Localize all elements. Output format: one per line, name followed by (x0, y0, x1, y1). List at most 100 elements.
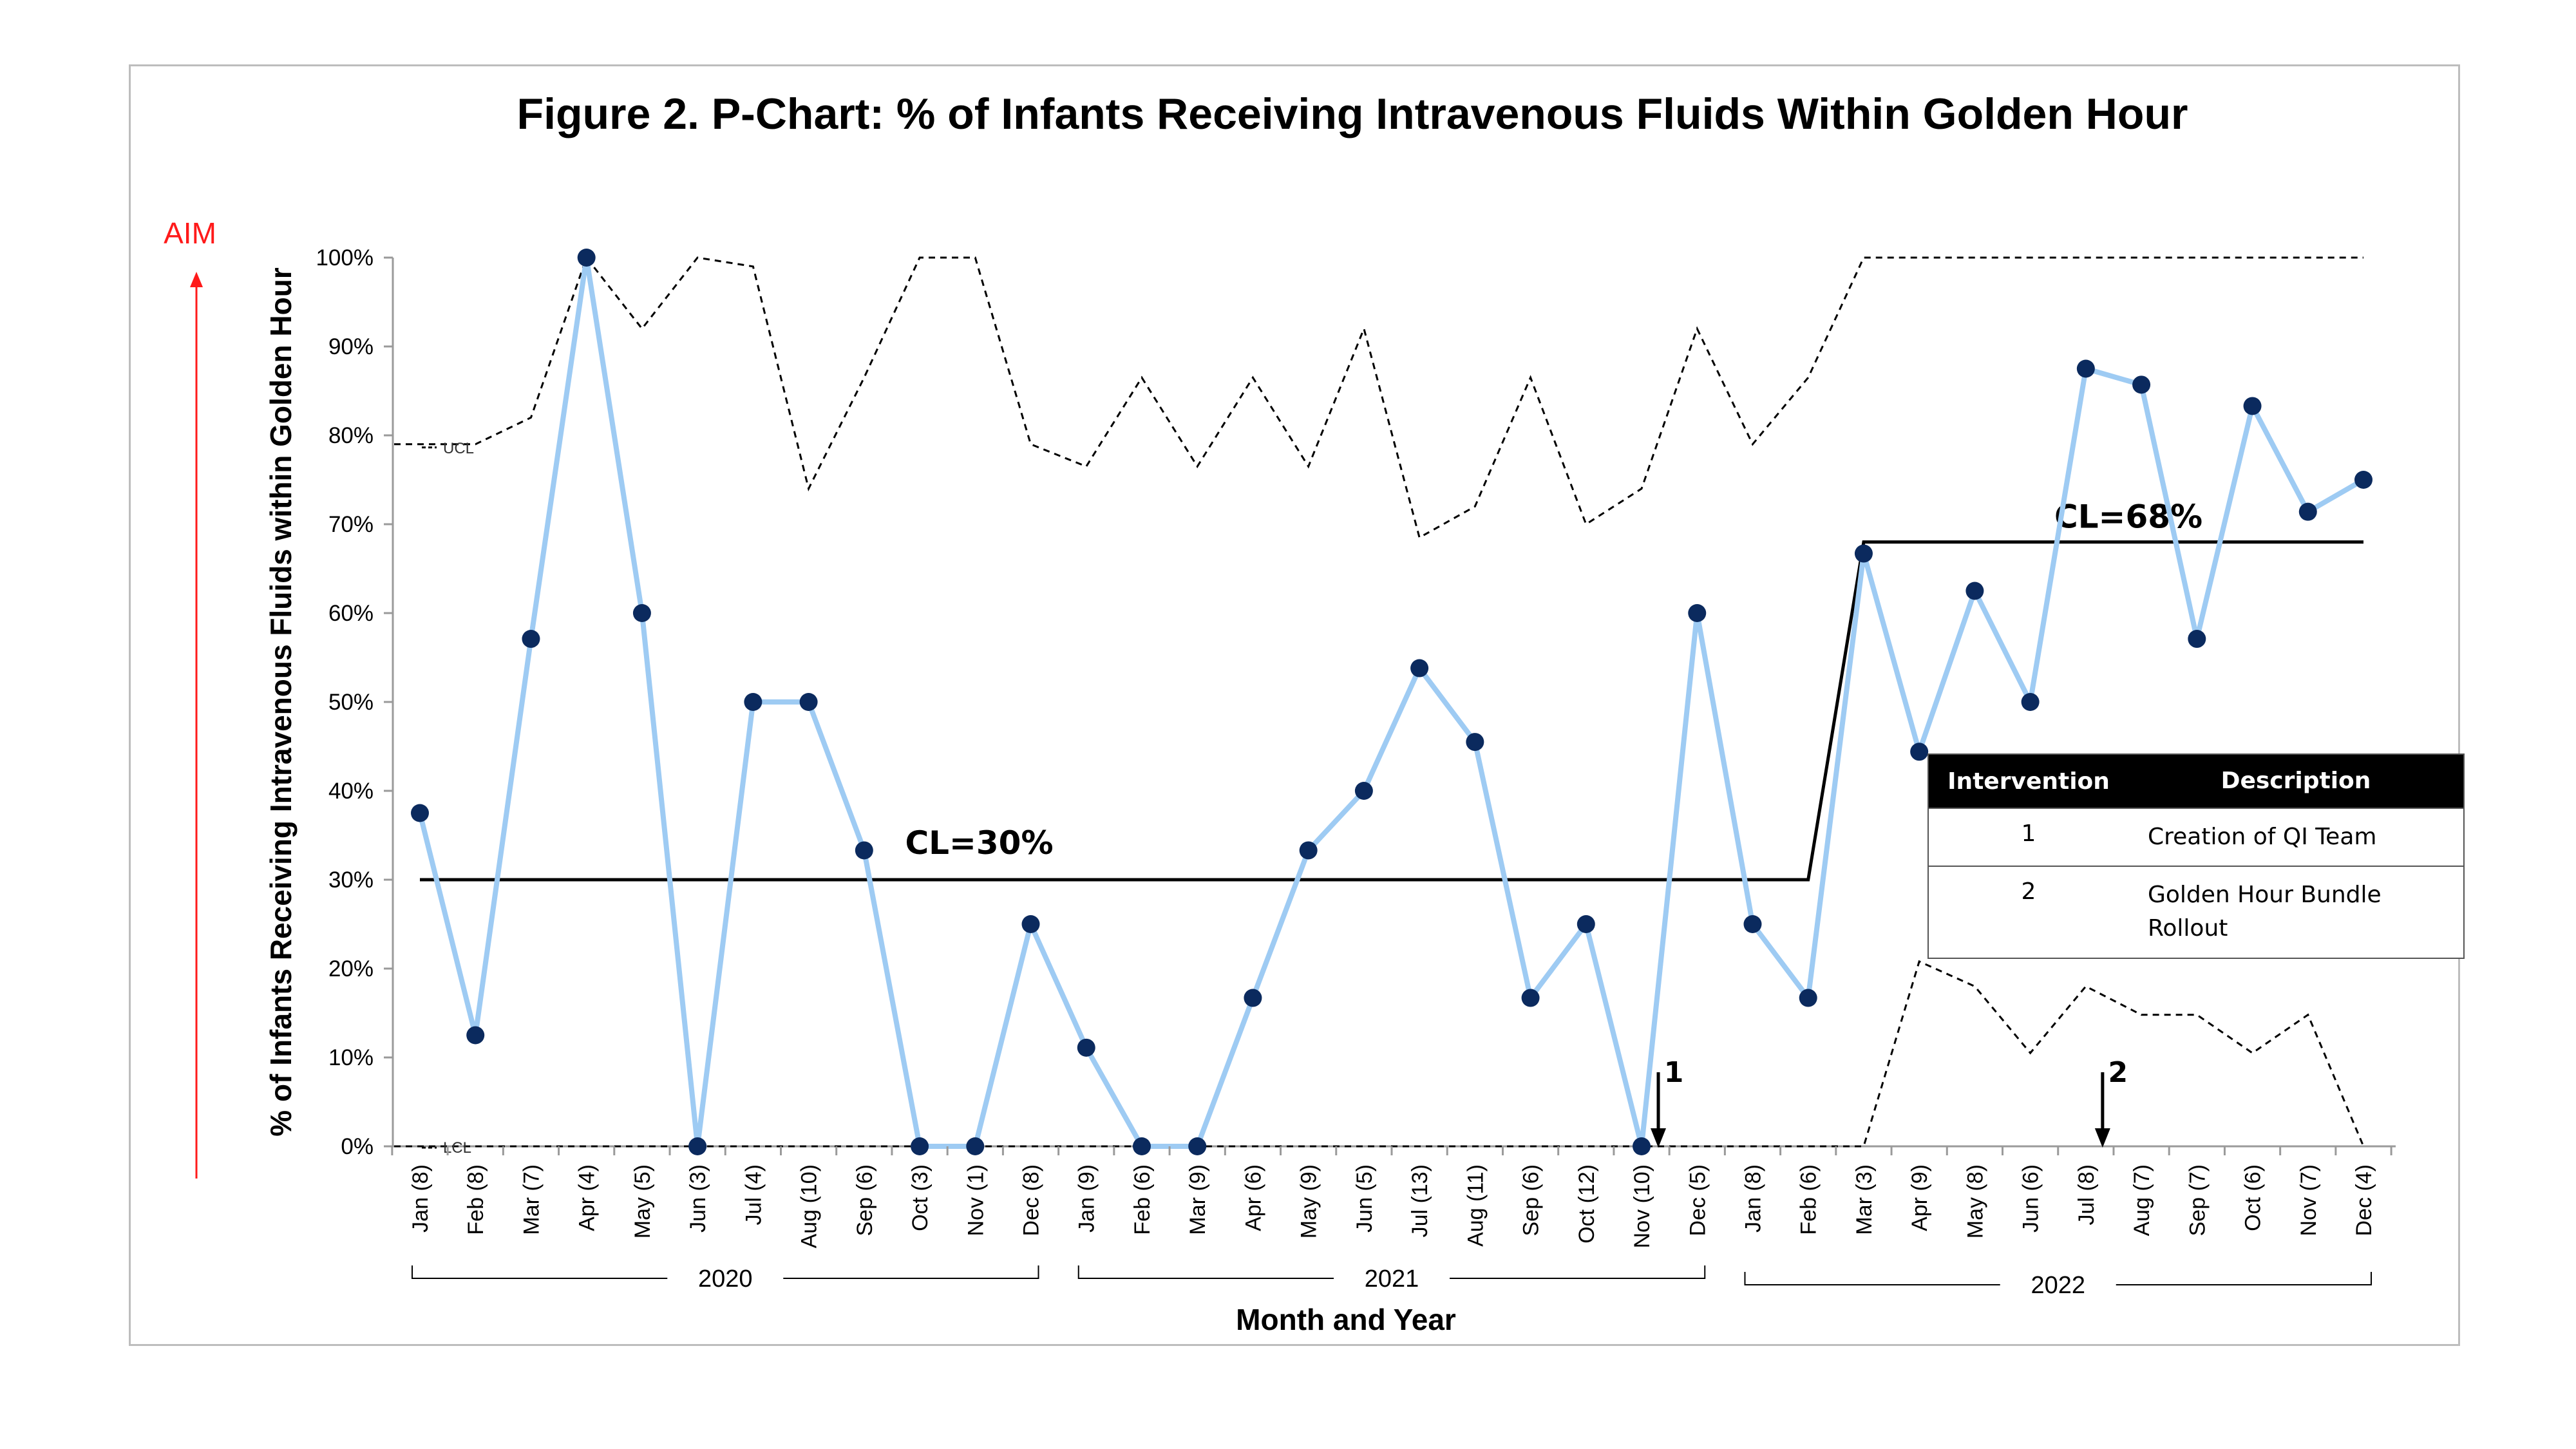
y-axis-label: % of Infants Receiving Intravenous Fluid… (264, 267, 298, 1137)
data-point (2076, 359, 2095, 378)
center-lines: CL=30% CL=68% (420, 498, 2363, 882)
data-point (1521, 989, 1540, 1007)
data-point (799, 693, 818, 711)
x-tick-label: Sep (6) (1519, 1164, 1544, 1236)
data-point (1577, 915, 1595, 933)
x-tick-label: Oct (6) (2241, 1164, 2266, 1231)
legend-header-description: Description (2221, 767, 2371, 794)
x-axis-ticks: Jan (8) Feb (8) Mar (7) Apr (4) May (5) Jun (… (391, 1146, 2392, 1248)
year-label: 2020 (698, 1265, 753, 1293)
x-tick-label: Feb (6) (1130, 1164, 1155, 1235)
data-point (1188, 1137, 1207, 1155)
data-point (1132, 1137, 1151, 1155)
data-point (2354, 471, 2372, 489)
x-tick-label: Sep (7) (2185, 1164, 2210, 1236)
data-point (2188, 630, 2206, 649)
year-groups: 2020 2021 2022 (412, 1265, 2372, 1299)
data-point (966, 1137, 985, 1155)
y-tick-label: 20% (328, 956, 374, 981)
y-tick-label: 70% (328, 512, 374, 537)
legend-header-intervention: Intervention (1947, 768, 2110, 795)
data-point (522, 630, 540, 649)
year-bracket-right (783, 1265, 1039, 1279)
chart-title: Figure 2. P-Chart: % of Infants Receivin… (517, 90, 2188, 138)
data-point (1410, 659, 1429, 677)
x-tick-label: Nov (7) (2297, 1164, 2321, 1236)
x-tick-label: Mar (7) (519, 1164, 544, 1235)
aim-indicator: AIM (164, 216, 216, 1179)
y-tick-label: 40% (328, 779, 374, 804)
data-point (1965, 582, 1984, 600)
x-tick-label: Jun (5) (1352, 1164, 1377, 1233)
x-tick-label: Apr (6) (1241, 1164, 1265, 1231)
y-tick-label: 80% (328, 423, 374, 448)
data-point (1077, 1038, 1095, 1057)
chart-frame (129, 64, 2460, 1346)
x-tick-label: Nov (10) (1630, 1164, 1654, 1248)
y-tick-label: 10% (328, 1045, 374, 1070)
data-point (466, 1026, 485, 1045)
x-axis-label: Month and Year (1236, 1303, 1456, 1336)
x-tick-label: Jul (13) (1408, 1164, 1432, 1237)
x-tick-label: Jul (4) (741, 1164, 766, 1225)
y-tick-label: 0% (341, 1134, 374, 1159)
x-tick-label: Oct (3) (908, 1164, 933, 1231)
percent-series (411, 249, 2372, 1155)
data-point (632, 604, 651, 622)
x-tick-label: Oct (12) (1575, 1164, 1599, 1244)
x-tick-label: May (9) (1297, 1164, 1321, 1238)
y-tick-label: 30% (328, 867, 374, 893)
y-tick-label: 90% (328, 334, 374, 359)
data-point (1354, 782, 1373, 800)
x-tick-label: Apr (4) (575, 1164, 600, 1231)
center-line-label: CL=68% (2054, 498, 2202, 536)
legend-row: 1 Creation of QI Team (1929, 808, 2463, 866)
x-tick-label: Feb (8) (464, 1164, 488, 1235)
year-label: 2022 (2031, 1272, 2085, 1299)
x-tick-label: Jun (3) (686, 1164, 710, 1233)
intervention-number: 1 (1664, 1056, 1684, 1089)
y-axis-ticks: 0% 10% 20% 30% 40% 50% 60% 70% 80% 90% 100% (316, 245, 393, 1159)
y-tick-label: 100% (316, 245, 374, 270)
data-point (1299, 841, 1318, 860)
x-tick-label: Jun (6) (2019, 1164, 2043, 1233)
data-point (1743, 915, 1762, 933)
year-bracket-left (1744, 1272, 2000, 1285)
data-point (1910, 743, 1929, 761)
year-bracket-left (1077, 1265, 1334, 1279)
data-point (1244, 989, 1262, 1007)
x-tick-label: May (5) (630, 1164, 655, 1238)
legend-row-description: Golden Hour Bundle Rollout (2148, 882, 2382, 942)
data-point (2243, 397, 2262, 415)
ucl-label: UCL (443, 440, 474, 457)
intervention-number: 2 (2108, 1056, 2128, 1089)
legend-header: Intervention Description (1929, 755, 2463, 808)
data-point (1854, 544, 1873, 563)
intervention-legend: Intervention Description 1 Creation of Q… (1927, 753, 2465, 959)
ucl-line (394, 255, 2363, 539)
year-label: 2021 (1365, 1265, 1419, 1293)
data-point (577, 249, 596, 267)
data-point (1688, 604, 1707, 622)
x-tick-label: Dec (4) (2352, 1164, 2376, 1236)
y-tick-label: 60% (328, 601, 374, 626)
data-point (2298, 502, 2317, 521)
data-point (1466, 733, 1484, 752)
data-point (1633, 1137, 1651, 1155)
x-tick-label: Mar (9) (1186, 1164, 1210, 1235)
x-tick-label: Jan (8) (1741, 1164, 1765, 1233)
x-tick-label: Dec (8) (1019, 1164, 1044, 1236)
data-point (2132, 375, 2151, 394)
data-point (1799, 989, 1817, 1007)
legend-row-description: Creation of QI Team (2148, 824, 2377, 850)
percent-line (417, 255, 2365, 1149)
data-point (911, 1137, 929, 1155)
data-point (2021, 693, 2040, 711)
intervention-arrowhead (2094, 1128, 2110, 1148)
x-tick-label: Apr (9) (1908, 1164, 1932, 1231)
center-line (420, 540, 2363, 882)
center-line-label: CL=30% (905, 824, 1053, 862)
aim-label: AIM (164, 216, 216, 250)
